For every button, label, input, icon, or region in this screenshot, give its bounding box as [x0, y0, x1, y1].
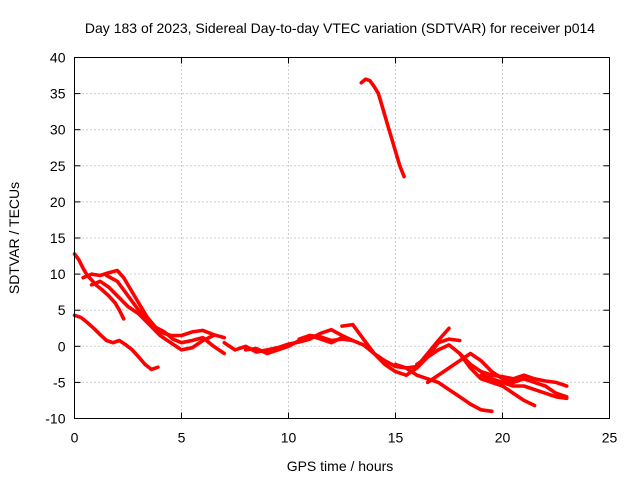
x-tick-label: 5	[178, 430, 186, 446]
series-line-arc11	[393, 362, 494, 414]
series-line-arc9	[340, 322, 462, 378]
y-tick-label: -5	[53, 374, 66, 390]
y-tick-label: -10	[45, 411, 65, 427]
x-axis-label: GPS time / hours	[287, 458, 394, 474]
series-line-arc14	[457, 351, 569, 388]
series-line-arc2	[72, 252, 126, 321]
y-tick-label: 35	[50, 86, 66, 102]
y-axis-label: SDTVAR / TECUs	[6, 182, 22, 294]
axis-ticks: 0 5 10 15 20 25 -10 -5 0 5 10 15 20 25 30 35 40	[45, 50, 617, 446]
y-tick-label: 25	[50, 158, 66, 174]
x-tick-label: 25	[602, 430, 618, 446]
plot-frame	[74, 57, 610, 419]
y-tick-label: 10	[50, 266, 66, 282]
y-tick-label: 30	[50, 122, 66, 138]
series-layer	[72, 77, 569, 414]
x-tick-label: 15	[388, 430, 404, 446]
series-line-arc15	[479, 373, 569, 401]
series-line-arc5	[104, 273, 227, 340]
series-line-arc12	[415, 343, 537, 408]
y-tick-label: 0	[58, 338, 66, 354]
series-line-arc6	[222, 327, 355, 354]
y-tick-label: 40	[50, 50, 66, 66]
grid-lines	[74, 57, 610, 419]
chart-title: Day 183 of 2023, Sidereal Day-to-day VTE…	[85, 20, 595, 36]
series-line-arc4	[89, 279, 216, 352]
series-line-arc1	[72, 313, 160, 372]
y-tick-label: 15	[50, 230, 66, 246]
series-line-arc10	[359, 77, 406, 179]
x-tick-label: 20	[495, 430, 511, 446]
x-tick-label: 10	[281, 430, 297, 446]
x-tick-label: 0	[71, 430, 79, 446]
y-tick-label: 5	[58, 302, 66, 318]
y-tick-label: 20	[50, 194, 66, 210]
